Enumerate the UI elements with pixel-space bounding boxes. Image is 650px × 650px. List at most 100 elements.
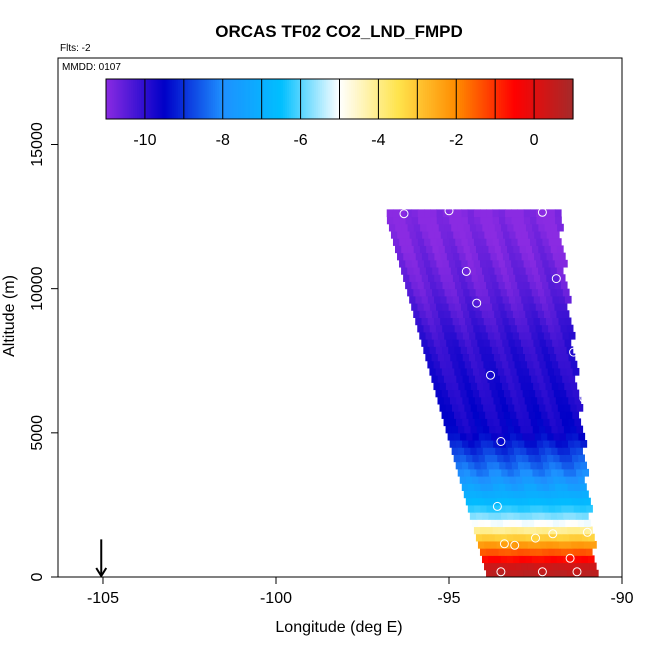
heatmap-cell <box>532 512 539 520</box>
heatmap-cell <box>527 274 535 282</box>
heatmap-cell <box>582 490 589 499</box>
observation-point <box>589 445 599 455</box>
heatmap-cell <box>487 440 494 448</box>
heatmap-cell <box>468 483 475 491</box>
heatmap-cell <box>517 461 525 470</box>
heatmap-cell <box>457 447 465 455</box>
colorbar-swatch <box>242 79 245 119</box>
heatmap-cell <box>443 375 451 383</box>
heatmap-cell <box>527 295 535 304</box>
heatmap-cell <box>541 346 549 355</box>
heatmap-cell <box>531 310 539 318</box>
heatmap-cell <box>564 317 572 326</box>
heatmap-cell <box>572 367 580 376</box>
heatmap-cell <box>513 447 521 455</box>
heatmap-cell <box>488 288 495 297</box>
heatmap-cell <box>502 317 510 326</box>
heatmap-cell <box>493 396 501 405</box>
heatmap-cell <box>538 533 545 542</box>
heatmap-cell <box>564 404 571 412</box>
colorbar-swatch <box>222 79 226 119</box>
heatmap-cell <box>449 238 456 246</box>
colorbar-swatch <box>565 79 568 119</box>
heatmap-cell <box>568 353 576 362</box>
heatmap-cell <box>506 288 514 297</box>
heatmap-cell <box>490 252 498 261</box>
colorbar-swatch <box>563 79 566 119</box>
heatmap-cell <box>524 375 532 383</box>
heatmap-cell <box>563 512 571 520</box>
heatmap-cell <box>493 418 501 427</box>
colorbar-swatch <box>438 79 442 119</box>
colorbar-swatch <box>333 79 337 119</box>
heatmap-cell <box>395 245 402 254</box>
colorbar-swatch <box>479 79 483 119</box>
heatmap-cell <box>515 519 523 528</box>
heatmap-cell <box>544 310 551 318</box>
colorbar-swatch <box>139 79 142 119</box>
colorbar-swatch <box>312 79 315 119</box>
colorbar-swatch <box>321 79 325 119</box>
colorbar-swatch <box>232 79 236 119</box>
colorbar-swatch <box>109 79 113 119</box>
observation-point <box>444 206 454 216</box>
colorbar-swatch <box>514 79 518 119</box>
heatmap-cell <box>542 238 550 246</box>
colorbar-swatch <box>440 79 444 119</box>
heatmap-cell <box>516 389 524 398</box>
heatmap-cell <box>496 317 503 326</box>
heatmap-cell <box>492 216 500 225</box>
heatmap-cell <box>558 562 566 571</box>
heatmap-cell <box>440 231 448 239</box>
heatmap-cell <box>488 468 496 477</box>
heatmap-cell <box>541 303 549 311</box>
heatmap-cell <box>429 303 437 311</box>
heatmap-cell <box>510 303 518 311</box>
colorbar-swatch <box>271 79 274 119</box>
heatmap-cell <box>552 339 559 347</box>
heatmap-cell <box>513 490 521 499</box>
heatmap-cell <box>528 432 536 441</box>
heatmap-cell <box>510 367 518 376</box>
heatmap-cell <box>553 454 561 463</box>
heatmap-cell <box>461 259 469 268</box>
heatmap-cell <box>550 223 558 232</box>
heatmap-cell <box>486 548 493 556</box>
heatmap-cell <box>551 468 558 477</box>
heatmap-cell <box>413 267 421 275</box>
heatmap-cell <box>554 346 561 355</box>
colorbar-swatch <box>193 79 197 119</box>
heatmap-cell <box>549 396 557 405</box>
heatmap-cell <box>560 389 567 398</box>
heatmap-cell <box>553 367 561 376</box>
heatmap-cell <box>457 223 465 232</box>
colorbar-swatch <box>399 79 403 119</box>
heatmap-cell <box>484 274 491 282</box>
heatmap-cell <box>417 259 425 268</box>
heatmap-cell <box>518 396 526 405</box>
heatmap-cell <box>452 317 460 326</box>
colorbar-swatch <box>526 79 529 119</box>
colorbar-swatch <box>409 79 413 119</box>
observation-point <box>486 370 495 380</box>
heatmap-cell <box>403 252 410 261</box>
heatmap-cell <box>437 353 445 362</box>
heatmap-cell <box>446 295 454 304</box>
heatmap-cell <box>489 339 497 347</box>
heatmap-cell <box>548 281 556 290</box>
heatmap-cell <box>513 245 521 254</box>
heatmap-cell <box>519 223 527 232</box>
heatmap-cell <box>458 317 466 326</box>
colorbar-swatch <box>164 79 167 119</box>
y-axis-label: Altitude (m) <box>1 275 18 357</box>
heatmap-cell <box>423 324 431 333</box>
colorbar-swatch <box>360 79 364 119</box>
colorbar-swatch <box>141 79 144 119</box>
heatmap-cell <box>579 548 587 556</box>
heatmap-cell <box>475 533 483 542</box>
heatmap-cell <box>563 447 571 455</box>
heatmap-cell <box>457 245 465 254</box>
heatmap-cell <box>529 548 537 556</box>
heatmap-cell <box>495 360 503 369</box>
heatmap-cell <box>464 404 472 412</box>
